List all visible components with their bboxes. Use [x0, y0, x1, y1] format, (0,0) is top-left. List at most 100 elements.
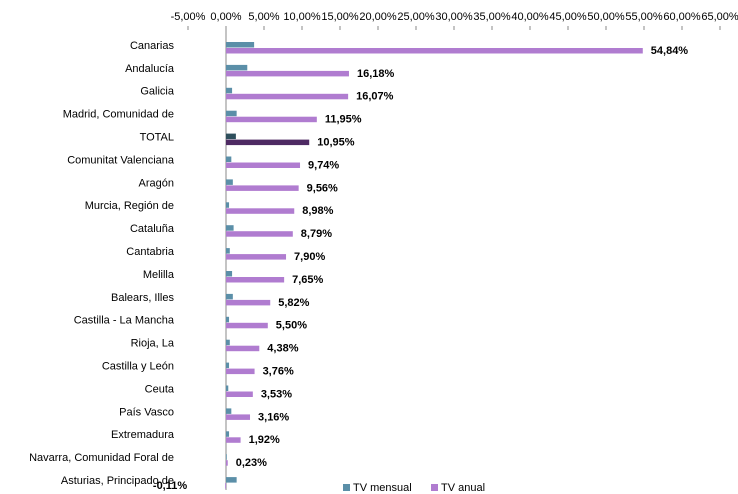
bar	[226, 64, 248, 71]
category-label: Galicia	[140, 86, 175, 98]
x-tick-label: 30,00%	[435, 11, 473, 23]
bar	[226, 293, 233, 300]
bar	[226, 385, 229, 391]
category-label: Cataluña	[130, 223, 175, 235]
bar	[226, 477, 237, 483]
category-label: Comunitat Valenciana	[67, 154, 175, 166]
legend-swatch	[343, 484, 350, 491]
bar	[226, 231, 293, 237]
bar	[226, 225, 234, 231]
bar	[225, 483, 226, 489]
bar	[226, 93, 349, 100]
bar	[226, 156, 232, 162]
legend-swatch	[431, 484, 438, 491]
category-label: País Vasco	[119, 406, 174, 418]
bar	[226, 139, 310, 146]
category-label: Cantabria	[126, 246, 175, 258]
value-label: 1,92%	[249, 434, 280, 446]
x-tick-label: 10,00%	[283, 11, 321, 23]
bar	[226, 185, 299, 191]
legend-label: TV mensual	[353, 482, 412, 494]
bar	[226, 248, 230, 254]
x-tick-label: 25,00%	[397, 11, 435, 23]
bar	[226, 362, 230, 369]
bar	[226, 431, 230, 437]
category-label: Balears, Illes	[111, 292, 174, 304]
value-label: 16,18%	[357, 68, 395, 80]
x-tick-label: -5,00%	[171, 11, 206, 23]
value-label: 11,95%	[325, 114, 362, 126]
category-label: Castilla y León	[102, 361, 174, 373]
bar	[226, 460, 228, 466]
bar	[226, 437, 241, 443]
x-tick-label: 65,00%	[701, 11, 738, 23]
value-label: -0,11%	[153, 480, 187, 492]
category-label: Canarias	[130, 40, 175, 52]
bar	[226, 271, 233, 277]
value-label: 54,84%	[651, 45, 689, 57]
category-label: Navarra, Comunidad Foral de	[29, 452, 174, 464]
bar	[226, 116, 317, 123]
category-label: Castilla - La Mancha	[74, 315, 175, 327]
value-label: 8,79%	[301, 228, 332, 240]
x-tick-label: 45,00%	[549, 11, 587, 23]
value-label: 4,38%	[267, 343, 298, 355]
value-label: 9,74%	[308, 159, 339, 171]
bar	[226, 339, 230, 346]
category-label: Murcia, Región de	[85, 200, 174, 212]
bar	[226, 254, 287, 260]
category-label: Asturias, Principado de	[61, 475, 174, 487]
x-tick-label: 40,00%	[511, 11, 549, 23]
value-label: 9,56%	[307, 182, 338, 194]
category-label: Melilla	[143, 269, 175, 281]
bar	[226, 48, 643, 54]
x-tick-label: 50,00%	[587, 11, 625, 23]
value-label: 3,76%	[263, 366, 294, 378]
x-tick-label: 5,00%	[248, 11, 279, 23]
bar	[226, 87, 233, 94]
x-tick-label: 0,00%	[210, 11, 241, 23]
bar	[226, 133, 236, 140]
value-label: 10,95%	[317, 137, 355, 149]
bar	[226, 202, 230, 208]
bar	[226, 322, 268, 329]
bar	[226, 162, 301, 168]
x-tick-label: 35,00%	[473, 11, 511, 23]
bar	[226, 414, 251, 420]
x-tick-label: 55,00%	[625, 11, 663, 23]
value-label: 16,07%	[356, 91, 394, 103]
value-label: 0,23%	[236, 457, 267, 469]
category-label: Madrid, Comunidad de	[63, 109, 174, 121]
x-tick-label: 15,00%	[321, 11, 359, 23]
bar	[226, 368, 255, 375]
bar	[226, 110, 237, 117]
bar	[226, 299, 271, 306]
bar	[226, 179, 233, 185]
category-label: Extremadura	[111, 429, 175, 441]
x-tick-label: 20,00%	[359, 11, 397, 23]
bar	[226, 454, 227, 460]
bar	[226, 345, 260, 352]
value-label: 3,16%	[258, 411, 289, 423]
value-label: 8,98%	[302, 205, 333, 217]
value-label: 7,65%	[292, 274, 323, 286]
x-tick-label: 60,00%	[663, 11, 701, 23]
bar	[226, 208, 295, 214]
bar	[226, 277, 285, 283]
category-label: Ceuta	[145, 383, 175, 395]
category-label: Andalucía	[125, 63, 175, 75]
bar	[226, 316, 230, 323]
category-label: TOTAL	[140, 132, 174, 144]
legend-label: TV anual	[441, 482, 485, 494]
category-label: Rioja, La	[131, 338, 175, 350]
bar	[226, 42, 255, 48]
value-label: 7,90%	[294, 251, 325, 263]
bar	[226, 70, 349, 77]
value-label: 5,50%	[276, 320, 307, 332]
value-label: 5,82%	[278, 297, 309, 309]
bar	[226, 408, 232, 414]
category-label: Aragón	[139, 177, 174, 189]
bar	[226, 391, 253, 397]
value-label: 3,53%	[261, 388, 292, 400]
